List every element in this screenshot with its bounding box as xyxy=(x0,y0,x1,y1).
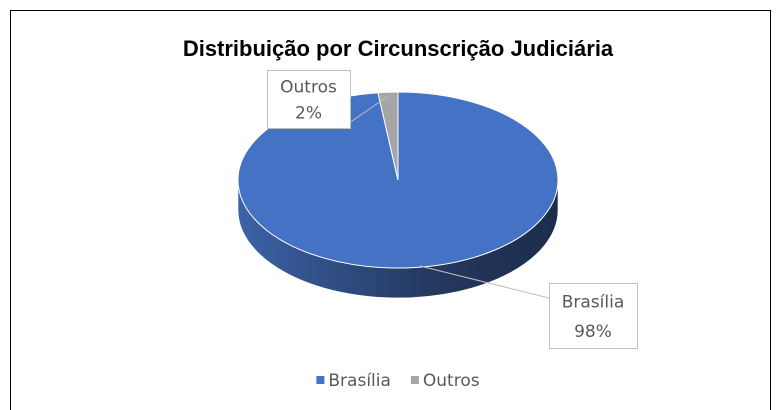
legend-swatch xyxy=(316,376,325,384)
legend-label: Outros xyxy=(423,371,480,391)
value-label: 98% xyxy=(574,322,612,342)
pie-slice xyxy=(377,91,399,181)
legend-swatch xyxy=(410,376,419,384)
value-label: 2% xyxy=(295,104,322,124)
callout-box xyxy=(549,283,638,349)
category-label: Brasília xyxy=(562,293,625,313)
callout-box xyxy=(267,70,351,129)
legend-label: Brasília xyxy=(328,371,391,391)
leader-line xyxy=(419,265,550,299)
category-label: Outros xyxy=(280,77,337,97)
chart-title: Distribuição por Circunscrição Judiciári… xyxy=(183,36,614,61)
